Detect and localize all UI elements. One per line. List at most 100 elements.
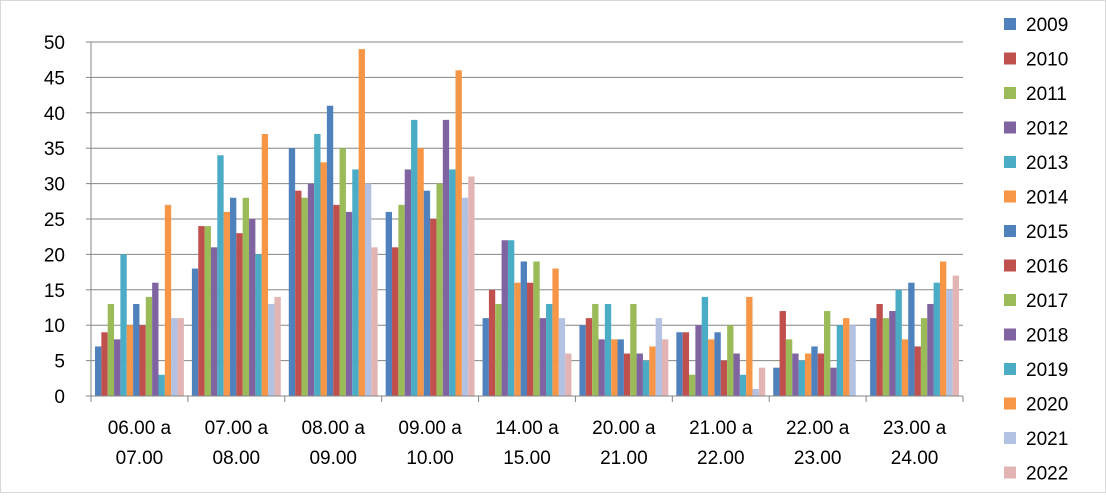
x-tick-label: 06.00 a 07.00: [108, 418, 172, 469]
x-tick-label-line: 14.00 a: [495, 418, 559, 439]
bar: [417, 148, 424, 396]
bar: [901, 339, 909, 396]
bar: [358, 49, 365, 396]
bar: [442, 119, 450, 396]
bar: [164, 204, 172, 396]
x-tick-label-line: 22.00 a: [786, 418, 850, 439]
bar: [507, 240, 515, 396]
bar: [501, 240, 508, 396]
legend-label: 2013: [1026, 153, 1068, 174]
legend-swatch: [1004, 156, 1016, 168]
x-tick-label: 21.00 a 22.00: [689, 418, 753, 469]
legend: 2009 2010 2011 2012 2013 2014 2015 2016 2017 2018…: [1004, 15, 1069, 485]
bar: [701, 296, 709, 396]
bar: [598, 339, 605, 396]
legend-item: 2022: [1004, 464, 1068, 485]
legend-swatch: [1004, 121, 1016, 134]
legend-item: 2016: [1004, 257, 1068, 278]
legend-label: 2016: [1026, 257, 1068, 278]
bar: [430, 219, 437, 396]
bar: [177, 318, 184, 396]
bar: [288, 148, 296, 396]
bar: [392, 247, 399, 396]
bar: [539, 318, 547, 396]
bar: [307, 183, 315, 396]
bar: [882, 318, 890, 396]
bar: [946, 289, 953, 396]
bar: [830, 367, 837, 396]
bar: [642, 360, 650, 396]
bar: [514, 282, 521, 396]
x-tick-label: 07.00 a 08.00: [205, 418, 269, 469]
bar: [436, 183, 443, 396]
x-tick-label-line: 08.00: [213, 448, 261, 469]
bar: [558, 318, 566, 396]
x-tick-label-line: 20.00 a: [592, 418, 656, 439]
bar: [649, 346, 656, 396]
bar: [320, 162, 327, 396]
bar: [295, 190, 302, 396]
bar: [927, 303, 934, 396]
bar: [364, 183, 372, 396]
y-tick-label: 20: [44, 245, 65, 266]
legend-swatch: [1004, 432, 1016, 444]
x-tick-label: 09.00 a 10.00: [398, 418, 462, 469]
bar: [268, 303, 275, 396]
x-tick-label-line: 06.00 a: [108, 418, 172, 439]
legend-item: 2020: [1004, 395, 1068, 416]
legend-label: 2014: [1026, 188, 1069, 209]
bar: [727, 325, 734, 396]
legend-swatch: [1004, 18, 1016, 30]
bar: [739, 374, 747, 396]
bar: [411, 119, 418, 396]
bar: [333, 204, 340, 396]
bars: [95, 49, 959, 397]
bar: [592, 303, 599, 396]
x-tick-label: 23.00 a 24.00: [883, 418, 947, 469]
legend-item: 2021: [1004, 429, 1068, 450]
bar: [204, 226, 211, 396]
bar: [546, 303, 553, 396]
x-tick-label-line: 08.00 a: [302, 418, 366, 439]
legend-swatch: [1004, 87, 1016, 99]
bar: [345, 211, 353, 396]
bar: [785, 339, 793, 396]
legend-item: 2012: [1004, 119, 1068, 140]
bar: [617, 339, 624, 396]
bar: [804, 353, 812, 396]
x-tick-label-line: 15.00: [503, 448, 551, 469]
x-axis-labels: 06.00 a 07.00 07.00 a 08.00 08.00 a 09.00 09.0…: [108, 418, 947, 469]
bar: [752, 388, 759, 396]
legend-label: 2021: [1026, 429, 1068, 450]
legend-item: 2010: [1004, 50, 1068, 71]
bar: [939, 261, 947, 396]
bar: [604, 303, 612, 396]
bar: [779, 311, 786, 396]
legend-label: 2018: [1026, 326, 1068, 347]
bar: [210, 247, 218, 396]
x-tick-label-line: 09.00 a: [398, 418, 462, 439]
bar: [404, 169, 412, 396]
bar: [468, 176, 475, 396]
legend-label: 2011: [1026, 84, 1067, 105]
bar: [114, 339, 121, 396]
bar: [579, 325, 586, 396]
axes: [90, 42, 964, 402]
bar: [152, 282, 159, 396]
y-tick-label: 5: [54, 352, 65, 373]
bar: [676, 332, 683, 396]
bar: [895, 289, 902, 396]
bar: [107, 303, 115, 396]
bar: [101, 332, 108, 396]
bar: [261, 134, 269, 397]
bar: [876, 303, 883, 396]
bar: [139, 325, 146, 396]
legend-item: 2019: [1004, 360, 1068, 381]
bar: [773, 367, 780, 396]
x-tick-label-line: 22.00: [697, 448, 745, 469]
bar: [689, 374, 696, 396]
bar: [482, 318, 489, 396]
bar: [495, 303, 502, 396]
bar: [274, 296, 281, 396]
